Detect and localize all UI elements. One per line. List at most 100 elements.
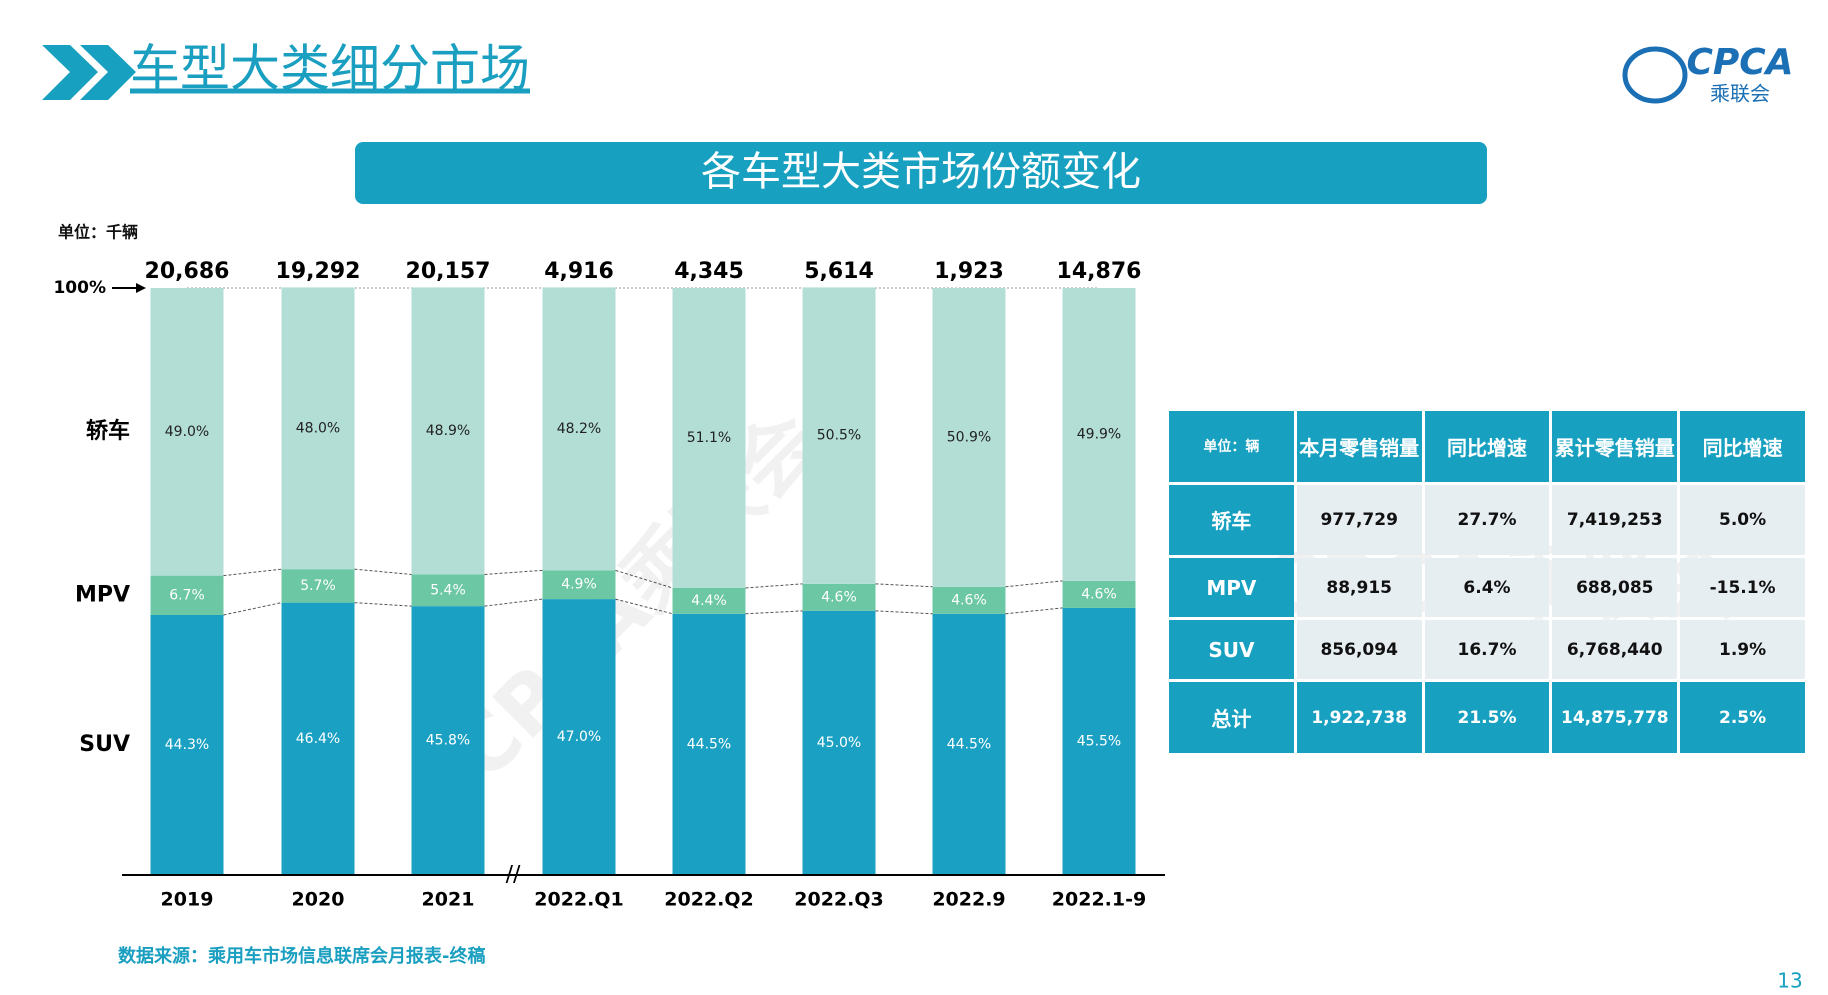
table-cell: 688,085 <box>1552 558 1678 618</box>
bar-segment <box>1062 288 1136 581</box>
table-cell: 总计 <box>1169 682 1294 753</box>
table-cell: 88,915 <box>1296 558 1422 618</box>
total-label: 5,614 <box>804 259 874 284</box>
row-label: 轿车 <box>86 418 130 444</box>
bar-segment <box>672 587 746 614</box>
table-cell: 2.5% <box>1680 682 1805 753</box>
x-tick-label: 2022.9 <box>932 889 1005 911</box>
data-label: 4.6% <box>821 589 857 605</box>
bar-segment <box>802 287 876 584</box>
axis-break: ∕∕ <box>506 862 521 887</box>
bar-segment <box>150 288 224 576</box>
x-tick-label: 2022.Q1 <box>534 889 623 911</box>
header-cell: 累计零售销量 <box>1552 411 1678 482</box>
data-label: 5.7% <box>300 578 336 594</box>
banner <box>355 142 1487 204</box>
connector <box>745 583 803 589</box>
table-cell: 27.7% <box>1424 484 1550 556</box>
table-cell: -15.1% <box>1680 558 1805 618</box>
banner-title: 各车型大类市场份额变化 <box>701 149 1141 195</box>
table-cell: 7,419,253 <box>1552 484 1678 556</box>
table-row: 轿车 977,729 27.7% 7,419,253 5.0% <box>1169 484 1805 556</box>
bar-segment <box>932 613 1006 875</box>
connector <box>1005 607 1063 615</box>
total-label: 1,923 <box>934 259 1004 284</box>
data-label: 45.8% <box>426 733 470 749</box>
bar-segment <box>672 288 746 588</box>
bar-segment <box>1062 607 1136 875</box>
data-label: 44.3% <box>165 737 209 753</box>
x-tick-label: 2020 <box>292 889 345 911</box>
header-cell: 同比增速 <box>1424 411 1550 482</box>
watermark: CPCA乘联会 <box>434 394 838 798</box>
bar-segment <box>802 610 876 875</box>
data-label: 45.0% <box>817 735 861 751</box>
table-cell: 1,922,738 <box>1296 682 1422 753</box>
connector <box>354 602 412 607</box>
data-label: 4.9% <box>561 577 597 593</box>
connector <box>745 610 803 615</box>
chevron <box>80 45 136 100</box>
data-label: 45.5% <box>1077 733 1121 749</box>
connector <box>484 598 543 607</box>
connector <box>354 568 412 575</box>
header-cell: 本月零售销量 <box>1296 411 1422 482</box>
bar-segment <box>672 613 746 875</box>
table-row: 单位：辆 本月零售销量 同比增速 累计零售销量 同比增速 <box>1169 411 1805 482</box>
data-label: 6.7% <box>169 587 205 603</box>
bar-segment <box>932 586 1006 614</box>
total-label: 4,345 <box>674 259 744 284</box>
x-tick-label: 2022.Q2 <box>664 889 753 911</box>
data-label: 4.6% <box>951 592 987 608</box>
data-label: 5.4% <box>430 582 466 598</box>
data-table: 单位：辆 本月零售销量 同比增速 累计零售销量 同比增速 轿车 977,729 27.7% 7,… <box>1166 408 1808 756</box>
row-label: MPV <box>75 582 130 607</box>
bar-segment <box>150 575 224 615</box>
x-tick-label: 2022.1-9 <box>1052 889 1146 911</box>
arrow-head <box>136 283 146 293</box>
data-label: 44.5% <box>687 736 731 752</box>
bar-segment <box>281 602 355 875</box>
data-label: 49.9% <box>1077 426 1121 442</box>
table-cell: 6.4% <box>1424 558 1550 618</box>
total-label: 14,876 <box>1057 259 1142 284</box>
data-label: 51.1% <box>687 430 731 446</box>
logo-text: CPCA <box>1686 42 1793 83</box>
table-cell: 5.0% <box>1680 484 1805 556</box>
table-cell: 977,729 <box>1296 484 1422 556</box>
table-row: 总计 1,922,738 21.5% 14,875,778 2.5% <box>1169 682 1805 753</box>
table-cell: MPV <box>1169 558 1294 618</box>
header-cell: 单位：辆 <box>1169 411 1294 482</box>
connector <box>1005 580 1063 588</box>
data-label: 48.2% <box>557 421 601 437</box>
connector <box>875 583 933 588</box>
bar-segment <box>542 599 616 875</box>
data-label: 48.0% <box>296 420 340 436</box>
row-label: SUV <box>79 732 130 757</box>
x-tick-label: 2022.Q3 <box>794 889 883 911</box>
data-label: 48.9% <box>426 423 470 439</box>
bar-segment <box>932 288 1006 587</box>
table-cell: 856,094 <box>1296 620 1422 680</box>
table-cell: SUV <box>1169 620 1294 680</box>
chevron <box>42 45 98 100</box>
bar-segment <box>1062 580 1136 608</box>
bar-segment <box>411 287 485 575</box>
table-row: MPV 88,915 6.4% 688,085 -15.1% <box>1169 558 1805 618</box>
connector <box>223 568 282 577</box>
total-label: 20,686 <box>145 259 230 284</box>
table-cell: 1.9% <box>1680 620 1805 680</box>
connector <box>223 602 282 616</box>
connector <box>875 610 933 615</box>
bar-segment <box>411 574 485 607</box>
data-label: 47.0% <box>557 729 601 745</box>
table-cell: 21.5% <box>1424 682 1550 753</box>
unit-label: 单位：千辆 <box>58 223 138 242</box>
table-cell: 6,768,440 <box>1552 620 1678 680</box>
bar-segment <box>411 606 485 875</box>
y-tick-label: 100% <box>53 278 106 298</box>
total-label: 19,292 <box>276 259 361 284</box>
page-title: 车型大类细分市场 <box>130 40 530 98</box>
table-cell: 轿车 <box>1169 484 1294 556</box>
